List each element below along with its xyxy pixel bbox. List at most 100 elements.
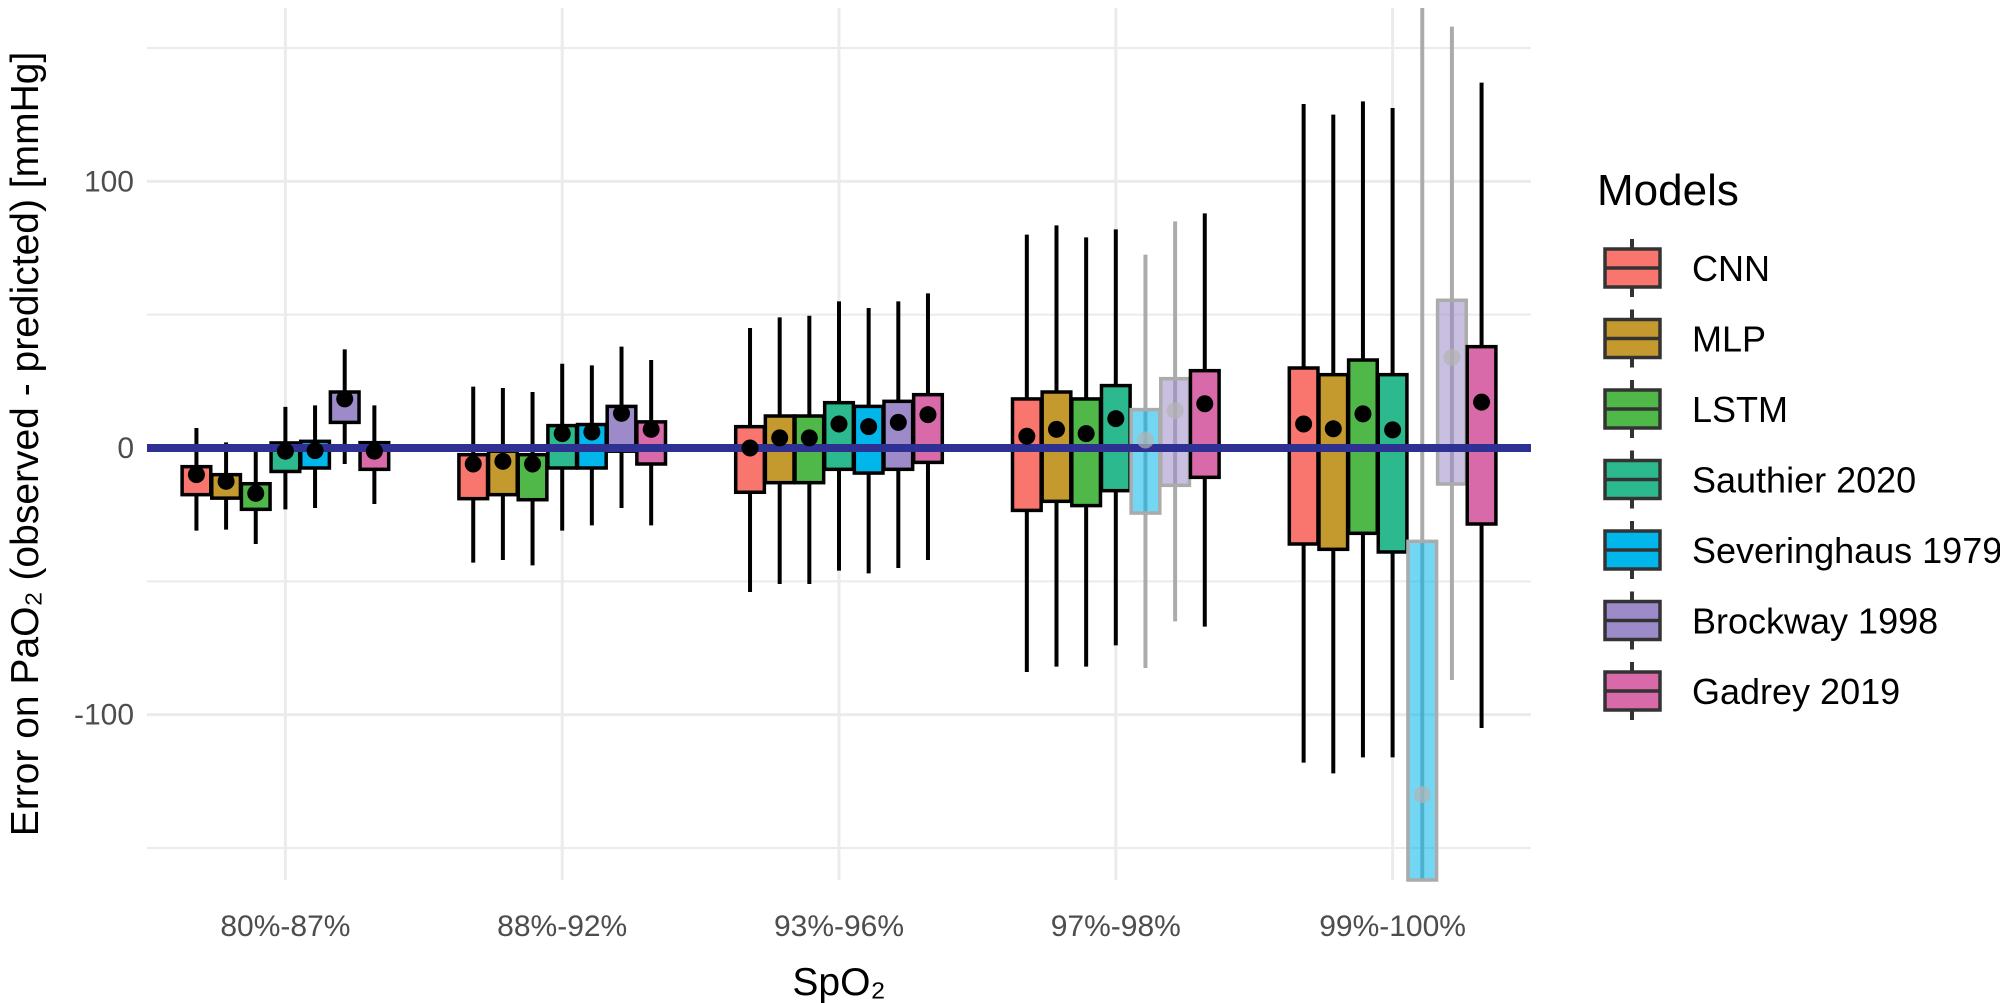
y-axis-tick-labels: -100 0 100 <box>74 165 134 731</box>
box-brockway-1998 <box>882 301 915 568</box>
mean-point <box>336 390 354 408</box>
mean-point <box>919 406 937 424</box>
mean-point <box>464 455 482 473</box>
box-iqr <box>822 400 856 472</box>
mean-point <box>524 455 542 473</box>
y-tick-label: 0 <box>117 432 134 465</box>
mean-point <box>365 442 383 460</box>
box-iqr <box>1465 344 1498 526</box>
box-mlp <box>486 388 519 560</box>
legend-title: Models <box>1597 166 1739 215</box>
x-tick-label: 97%-98% <box>1051 910 1181 943</box>
mean-point <box>800 429 818 447</box>
box-iqr <box>1317 372 1350 552</box>
mean-point <box>1077 425 1095 443</box>
legend-item: LSTM <box>1603 380 1788 438</box>
legend-label: MLP <box>1692 319 1766 360</box>
mean-point <box>1107 410 1125 428</box>
legend-label: Severinghaus 1979 <box>1692 530 2000 571</box>
box-cnn <box>457 386 490 563</box>
mean-point <box>1324 420 1342 438</box>
x-axis-title: SpO₂ <box>792 961 885 1003</box>
box-iqr <box>1287 366 1320 546</box>
legend-item: Gadrey 2019 <box>1603 662 1900 720</box>
box-lstm <box>1346 101 1380 758</box>
box-iqr <box>882 399 915 472</box>
mean-point <box>494 452 512 470</box>
legend-item: Severinghaus 1979 <box>1603 521 2000 579</box>
mean-point <box>1384 421 1402 439</box>
mean-point <box>613 404 631 422</box>
mean-point <box>1473 393 1491 411</box>
x-tick-label: 99%-100% <box>1319 910 1466 943</box>
mean-point <box>553 425 571 443</box>
box-sauthier-2020 <box>822 301 856 571</box>
legend-item: Sauthier 2020 <box>1603 450 1916 509</box>
box-cnn <box>1010 234 1043 672</box>
mean-point <box>860 418 878 436</box>
mean-point <box>247 484 265 502</box>
x-tick-label: 80%-87% <box>220 910 350 943</box>
mean-point <box>642 420 660 438</box>
x-axis-tick-labels: 80%-87% 88%-92% 93%-96% 97%-98% 99%-100% <box>220 910 1466 943</box>
mean-point <box>1018 427 1036 445</box>
legend: Models CNN MLP LSTM Sauthier 2020 Severingha… <box>1597 166 2000 720</box>
box-brockway-1998 <box>605 346 638 508</box>
legend-label: Brockway 1998 <box>1692 601 1938 642</box>
box-severinghaus-1979 <box>1129 254 1162 668</box>
mean-point <box>1354 405 1372 423</box>
mean-point <box>217 472 235 490</box>
box-iqr <box>1010 397 1043 513</box>
legend-item: MLP <box>1603 309 1766 368</box>
mean-point <box>1166 402 1184 420</box>
mean-points <box>187 348 1491 804</box>
box-brockway-1998 <box>1159 221 1192 622</box>
box-iqr <box>1406 539 1439 882</box>
box-iqr <box>911 392 945 465</box>
box-iqr <box>1099 383 1132 493</box>
mean-point <box>187 466 205 484</box>
box-gadrey-2019 <box>1188 213 1221 627</box>
box-iqr <box>1376 372 1409 554</box>
box-cnn <box>1287 104 1320 763</box>
box-iqr <box>1188 368 1221 480</box>
y-tick-label: 100 <box>84 165 134 198</box>
box-iqr <box>1129 407 1162 515</box>
mean-point <box>771 429 789 447</box>
mean-point <box>1136 431 1154 449</box>
mean-point <box>1295 415 1313 433</box>
box-iqr <box>733 424 767 495</box>
box-cnn <box>733 328 767 592</box>
legend-item: Brockway 1998 <box>1603 591 1938 650</box>
box-iqr <box>1435 298 1468 486</box>
mean-point <box>1413 786 1431 804</box>
mean-point <box>276 442 294 460</box>
box-iqr <box>1159 376 1192 488</box>
mean-point <box>583 423 601 441</box>
box-lstm <box>516 392 549 566</box>
mean-point <box>830 415 848 433</box>
legend-label: LSTM <box>1692 389 1788 430</box>
box-iqr <box>1070 397 1103 508</box>
mean-point <box>1196 395 1214 413</box>
box-mlp <box>1317 114 1350 774</box>
y-tick-label: -100 <box>74 699 134 732</box>
mean-point <box>1443 348 1461 366</box>
box-iqr <box>852 404 885 475</box>
box-gadrey-2019 <box>635 360 668 526</box>
legend-item: CNN <box>1603 239 1770 297</box>
legend-label: Gadrey 2019 <box>1692 671 1900 712</box>
legend-label: CNN <box>1692 248 1770 289</box>
x-tick-label: 93%-96% <box>774 910 904 943</box>
box-sauthier-2020 <box>1099 229 1132 646</box>
mean-point <box>741 439 759 457</box>
mean-point <box>1047 420 1065 438</box>
mean-point <box>889 413 907 431</box>
box-lstm <box>1070 237 1103 667</box>
x-tick-label: 88%-92% <box>497 910 627 943</box>
y-axis-title: Error on PaO₂ (observed - predicted) [mm… <box>4 52 47 837</box>
mean-point <box>306 442 324 460</box>
box-gadrey-2019 <box>911 293 945 560</box>
box-severinghaus-1979 <box>852 308 885 574</box>
